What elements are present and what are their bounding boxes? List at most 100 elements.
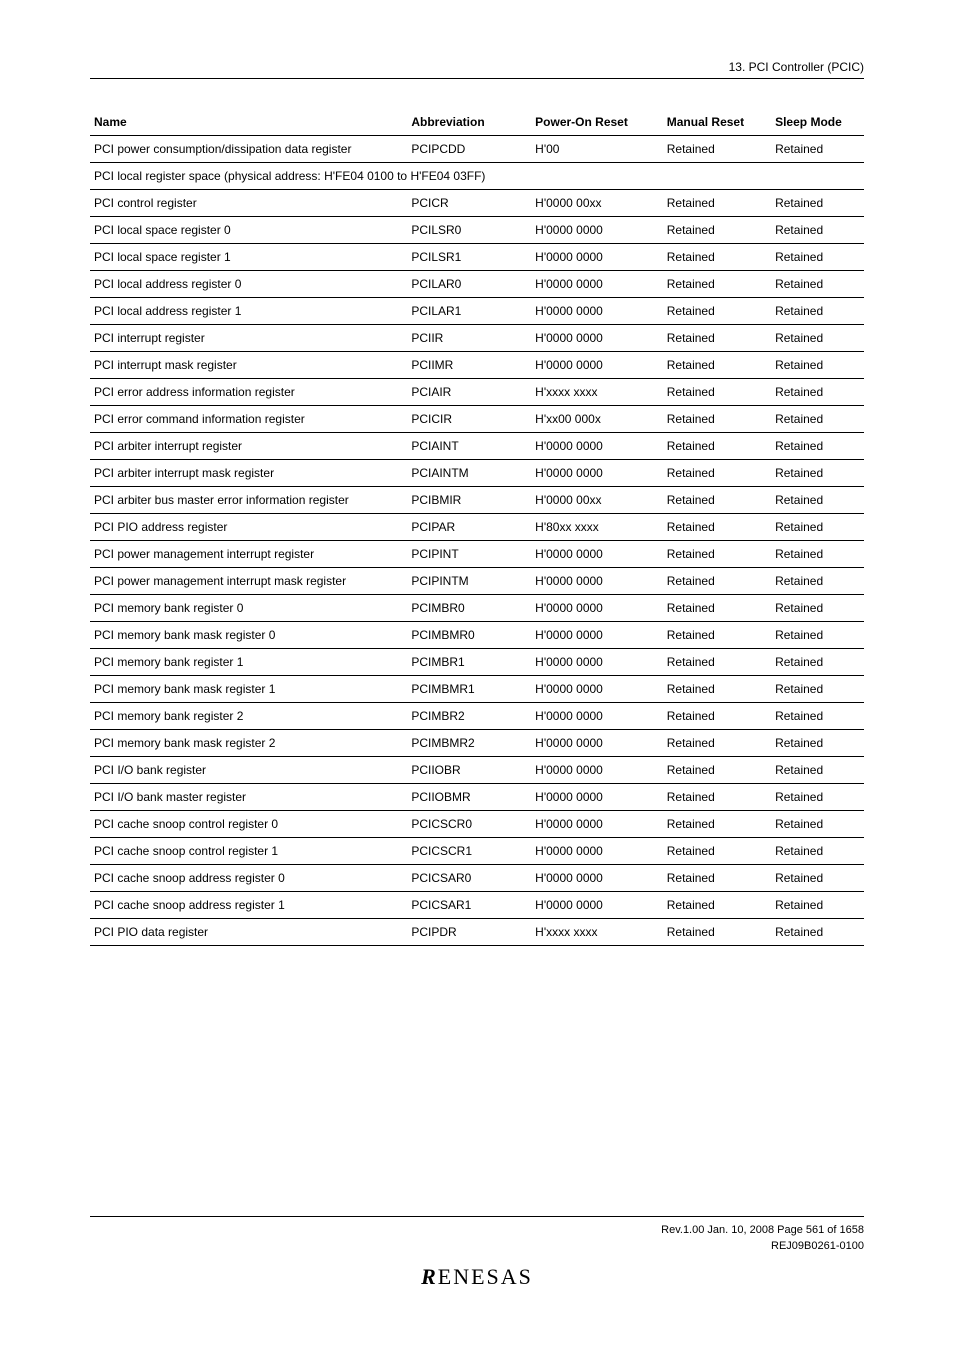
cell-por: H'0000 0000 (531, 217, 663, 244)
table-row: PCI memory bank mask register 1PCIMBMR1H… (90, 676, 864, 703)
cell-mr: Retained (663, 892, 771, 919)
cell-abbr: PCICSAR0 (407, 865, 531, 892)
cell-sm: Retained (771, 217, 864, 244)
cell-mr: Retained (663, 136, 771, 163)
cell-sm: Retained (771, 190, 864, 217)
cell-mr: Retained (663, 649, 771, 676)
cell-abbr: PCILAR0 (407, 271, 531, 298)
col-abbr: Abbreviation (407, 109, 531, 136)
cell-sm: Retained (771, 460, 864, 487)
section-label: PCI local register space (physical addre… (90, 163, 864, 190)
cell-mr: Retained (663, 244, 771, 271)
cell-name: PCI memory bank register 0 (90, 595, 407, 622)
cell-mr: Retained (663, 298, 771, 325)
cell-mr: Retained (663, 757, 771, 784)
footer-line1: Rev.1.00 Jan. 10, 2008 Page 561 of 1658 (661, 1224, 864, 1236)
cell-name: PCI PIO address register (90, 514, 407, 541)
cell-por: H'0000 0000 (531, 757, 663, 784)
cell-por: H'0000 0000 (531, 703, 663, 730)
col-sm: Sleep Mode (771, 109, 864, 136)
cell-abbr: PCILSR1 (407, 244, 531, 271)
cell-por: H'0000 0000 (531, 541, 663, 568)
cell-mr: Retained (663, 325, 771, 352)
footer-line2: REJ09B0261-0100 (771, 1240, 864, 1252)
cell-mr: Retained (663, 433, 771, 460)
cell-name: PCI power management interrupt register (90, 541, 407, 568)
cell-mr: Retained (663, 919, 771, 946)
cell-por: H'0000 0000 (531, 649, 663, 676)
cell-name: PCI interrupt register (90, 325, 407, 352)
cell-por: H'0000 00xx (531, 487, 663, 514)
table-row: PCI cache snoop address register 1PCICSA… (90, 892, 864, 919)
table-row: PCI cache snoop address register 0PCICSA… (90, 865, 864, 892)
cell-name: PCI cache snoop address register 1 (90, 892, 407, 919)
cell-name: PCI I/O bank register (90, 757, 407, 784)
cell-abbr: PCIIMR (407, 352, 531, 379)
table-row: PCI interrupt mask registerPCIIMRH'0000 … (90, 352, 864, 379)
cell-por: H'0000 0000 (531, 244, 663, 271)
cell-abbr: PCIAIR (407, 379, 531, 406)
table-row: PCI PIO address registerPCIPARH'80xx xxx… (90, 514, 864, 541)
cell-sm: Retained (771, 352, 864, 379)
cell-sm: Retained (771, 271, 864, 298)
cell-name: PCI memory bank mask register 0 (90, 622, 407, 649)
cell-abbr: PCIIOBMR (407, 784, 531, 811)
cell-por: H'0000 0000 (531, 325, 663, 352)
cell-name: PCI power management interrupt mask regi… (90, 568, 407, 595)
cell-name: PCI arbiter interrupt mask register (90, 460, 407, 487)
cell-sm: Retained (771, 433, 864, 460)
cell-mr: Retained (663, 730, 771, 757)
cell-por: H'0000 0000 (531, 298, 663, 325)
cell-name: PCI arbiter interrupt register (90, 433, 407, 460)
table-row: PCI error address information registerPC… (90, 379, 864, 406)
cell-abbr: PCIPAR (407, 514, 531, 541)
cell-sm: Retained (771, 487, 864, 514)
cell-sm: Retained (771, 676, 864, 703)
cell-name: PCI memory bank register 1 (90, 649, 407, 676)
cell-name: PCI cache snoop control register 0 (90, 811, 407, 838)
cell-por: H'0000 0000 (531, 568, 663, 595)
cell-mr: Retained (663, 487, 771, 514)
renesas-logo: RENESAS (90, 1264, 864, 1290)
cell-abbr: PCIAINTM (407, 460, 531, 487)
cell-abbr: PCIMBMR0 (407, 622, 531, 649)
cell-name: PCI local address register 1 (90, 298, 407, 325)
cell-por: H'0000 0000 (531, 433, 663, 460)
table-row: PCI memory bank mask register 0PCIMBMR0H… (90, 622, 864, 649)
cell-por: H'0000 0000 (531, 622, 663, 649)
cell-abbr: PCIPINTM (407, 568, 531, 595)
cell-sm: Retained (771, 649, 864, 676)
table-row: PCI cache snoop control register 1PCICSC… (90, 838, 864, 865)
cell-abbr: PCIPCDD (407, 136, 531, 163)
cell-por: H'00 (531, 136, 663, 163)
col-mr: Manual Reset (663, 109, 771, 136)
cell-por: H'0000 0000 (531, 811, 663, 838)
cell-mr: Retained (663, 784, 771, 811)
cell-mr: Retained (663, 379, 771, 406)
table-row: PCI arbiter interrupt mask registerPCIAI… (90, 460, 864, 487)
table-row: PCI error command information registerPC… (90, 406, 864, 433)
cell-por: H'0000 0000 (531, 460, 663, 487)
cell-sm: Retained (771, 136, 864, 163)
cell-abbr: PCIAINT (407, 433, 531, 460)
cell-por: H'xxxx xxxx (531, 379, 663, 406)
cell-por: H'0000 0000 (531, 676, 663, 703)
table-row: PCI I/O bank registerPCIIOBRH'0000 0000R… (90, 757, 864, 784)
cell-mr: Retained (663, 271, 771, 298)
cell-name: PCI cache snoop control register 1 (90, 838, 407, 865)
cell-mr: Retained (663, 190, 771, 217)
cell-abbr: PCIPDR (407, 919, 531, 946)
cell-abbr: PCIMBMR2 (407, 730, 531, 757)
cell-abbr: PCIMBR2 (407, 703, 531, 730)
col-name: Name (90, 109, 407, 136)
cell-por: H'0000 0000 (531, 784, 663, 811)
cell-por: H'0000 0000 (531, 595, 663, 622)
cell-name: PCI error address information register (90, 379, 407, 406)
cell-name: PCI memory bank mask register 1 (90, 676, 407, 703)
cell-abbr: PCILAR1 (407, 298, 531, 325)
cell-abbr: PCICSCR0 (407, 811, 531, 838)
cell-sm: Retained (771, 703, 864, 730)
cell-sm: Retained (771, 541, 864, 568)
cell-abbr: PCILSR0 (407, 217, 531, 244)
cell-name: PCI power consumption/dissipation data r… (90, 136, 407, 163)
